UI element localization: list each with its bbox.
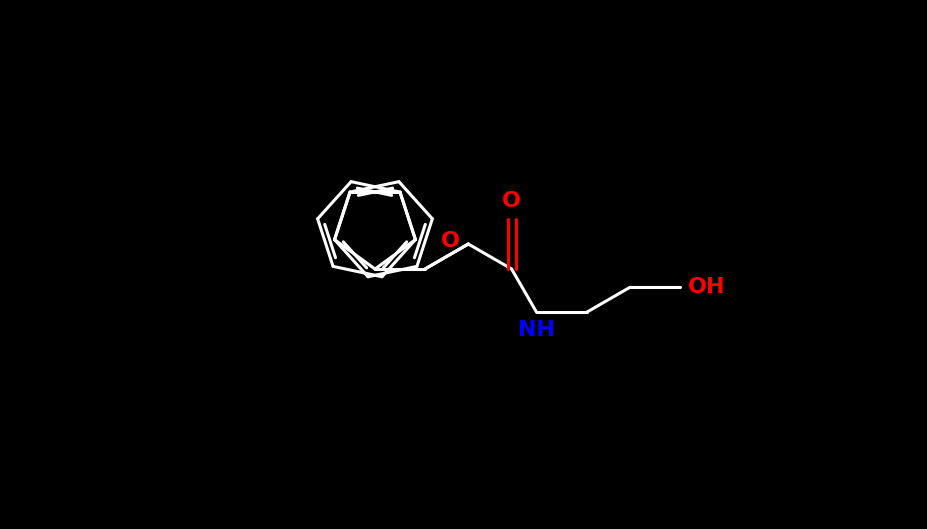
- Text: NH: NH: [517, 320, 554, 340]
- Text: O: O: [441, 231, 460, 251]
- Text: OH: OH: [687, 277, 725, 297]
- Text: O: O: [502, 191, 521, 211]
